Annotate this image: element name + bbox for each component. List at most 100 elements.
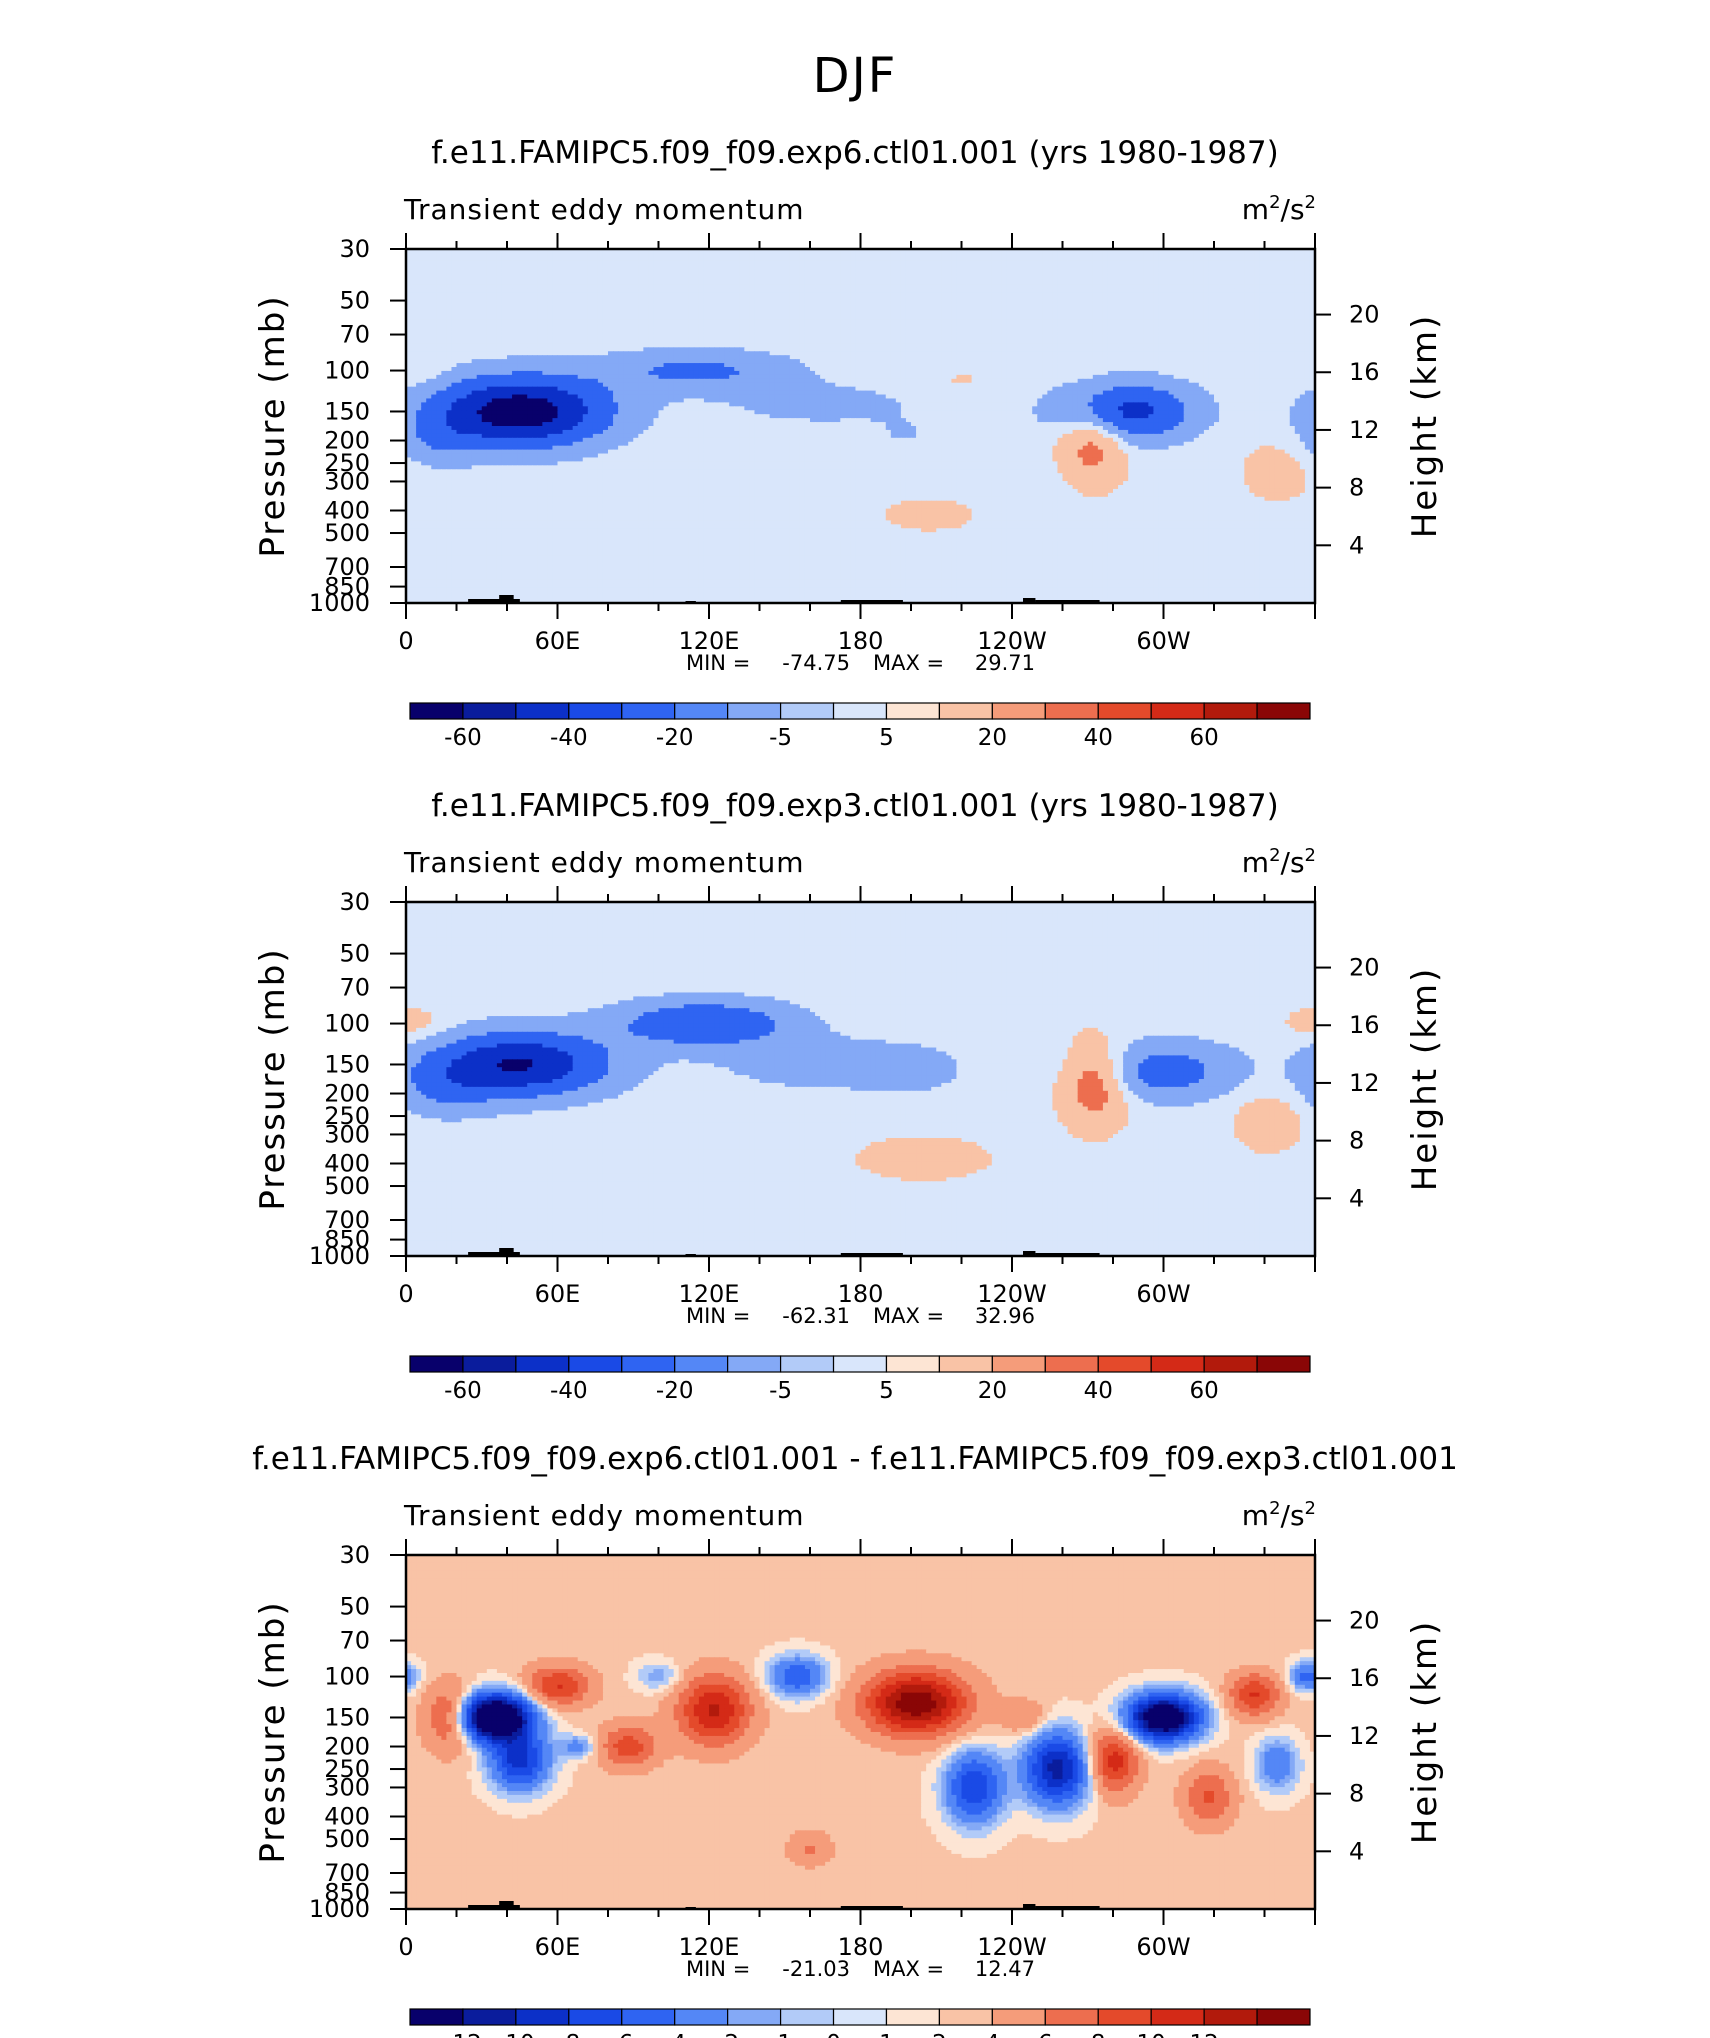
field-cell xyxy=(1138,261,1144,266)
field-cell xyxy=(749,320,755,325)
field-cell xyxy=(411,300,417,305)
field-cell xyxy=(739,273,745,278)
field-cell xyxy=(1123,308,1129,313)
field-cell xyxy=(669,284,675,289)
field-cell xyxy=(598,300,604,305)
field-cell xyxy=(815,316,821,321)
field-cell xyxy=(780,320,786,325)
field-cell xyxy=(1249,312,1255,317)
field-cell xyxy=(512,316,518,321)
field-cell xyxy=(1184,253,1190,258)
field-cell xyxy=(608,320,614,325)
field-cell xyxy=(972,277,978,282)
field-cell xyxy=(1275,292,1281,297)
field-cell xyxy=(1078,265,1084,270)
field-cell xyxy=(972,300,978,305)
field-cell xyxy=(648,284,654,289)
field-cell xyxy=(1275,284,1281,289)
field-cell xyxy=(679,277,685,282)
field-cell xyxy=(431,261,437,266)
field-cell xyxy=(1052,316,1058,321)
field-cell xyxy=(1275,288,1281,293)
field-cell xyxy=(1133,273,1139,278)
field-cell xyxy=(936,320,942,325)
field-cell xyxy=(684,280,690,285)
field-cell xyxy=(1047,312,1053,317)
field-cell xyxy=(1073,316,1079,321)
field-cell xyxy=(815,261,821,266)
field-cell xyxy=(850,312,856,317)
field-cell xyxy=(1052,265,1058,270)
field-cell xyxy=(931,253,937,258)
field-cell xyxy=(618,292,624,297)
field-cell xyxy=(1275,269,1281,274)
field-cell xyxy=(1098,277,1104,282)
field-cell xyxy=(1209,284,1215,289)
field-cell xyxy=(840,253,846,258)
field-cell xyxy=(1093,296,1099,301)
field-cell xyxy=(573,284,579,289)
field-cell xyxy=(1123,284,1129,289)
field-cell xyxy=(1027,273,1033,278)
field-cell xyxy=(1027,280,1033,285)
field-cell xyxy=(487,257,493,262)
field-cell xyxy=(558,269,564,274)
field-cell xyxy=(987,261,993,266)
field-cell xyxy=(820,253,826,258)
field-cell xyxy=(790,312,796,317)
field-cell xyxy=(1204,300,1210,305)
field-cell xyxy=(785,296,791,301)
field-cell xyxy=(825,316,831,321)
field-cell xyxy=(1234,273,1240,278)
field-cell xyxy=(669,292,675,297)
field-cell xyxy=(578,308,584,313)
field-cell xyxy=(522,273,528,278)
field-cell xyxy=(790,261,796,266)
field-cell xyxy=(679,308,685,313)
field-cell xyxy=(739,265,745,270)
field-cell xyxy=(1128,288,1134,293)
field-cell xyxy=(699,277,705,282)
field-cell xyxy=(1068,320,1074,325)
field-cell xyxy=(1209,300,1215,305)
field-cell xyxy=(1002,300,1008,305)
field-cell xyxy=(921,273,927,278)
field-cell xyxy=(618,312,624,317)
field-cell xyxy=(926,257,932,262)
field-cell xyxy=(426,273,432,278)
field-cell xyxy=(785,253,791,258)
field-cell xyxy=(1022,296,1028,301)
field-cell xyxy=(830,320,836,325)
field-cell xyxy=(754,308,760,313)
field-cell xyxy=(1290,269,1296,274)
field-cell xyxy=(1295,253,1301,258)
field-cell xyxy=(795,273,801,278)
field-cell xyxy=(1164,300,1170,305)
field-cell xyxy=(1012,277,1018,282)
field-cell xyxy=(563,300,569,305)
field-cell xyxy=(684,277,690,282)
field-cell xyxy=(850,253,856,258)
field-cell xyxy=(941,253,947,258)
field-cell xyxy=(845,288,851,293)
field-cell xyxy=(547,316,553,321)
field-cell xyxy=(1103,300,1109,305)
field-cell xyxy=(719,316,725,321)
field-cell xyxy=(896,316,902,321)
field-cell xyxy=(800,277,806,282)
field-cell xyxy=(462,261,468,266)
field-cell xyxy=(563,261,569,266)
field-cell xyxy=(664,288,670,293)
field-cell xyxy=(603,265,609,270)
field-cell xyxy=(1037,273,1043,278)
field-cell xyxy=(881,253,887,258)
field-cell xyxy=(689,277,695,282)
field-cell xyxy=(886,265,892,270)
field-cell xyxy=(487,320,493,325)
field-cell xyxy=(795,300,801,305)
field-cell xyxy=(507,292,513,297)
field-cell xyxy=(820,320,826,325)
field-cell xyxy=(815,288,821,293)
field-cell xyxy=(1108,308,1114,313)
field-cell xyxy=(896,304,902,309)
